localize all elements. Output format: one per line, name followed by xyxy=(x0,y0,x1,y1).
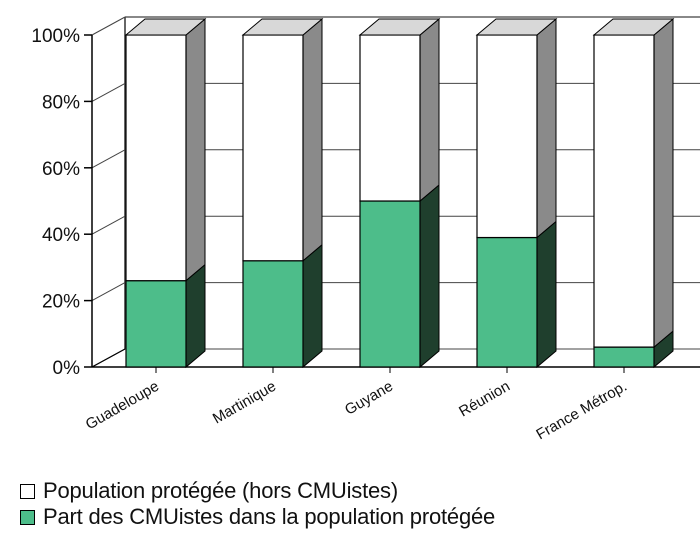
bar-top xyxy=(358,18,441,36)
bar-side xyxy=(653,17,674,349)
y-tick-label: 80% xyxy=(42,92,80,113)
bar-segment xyxy=(125,263,206,369)
gridline-depth xyxy=(91,215,126,235)
bar-segment xyxy=(242,243,323,369)
legend-item-cmu: Part des CMUistes dans la population pro… xyxy=(20,504,495,530)
stacked-3d-bar-chart: 0%20%40%60%80%100% Guadeloupe Martinique G… xyxy=(31,16,700,444)
bar-front xyxy=(359,200,421,368)
bar-front xyxy=(593,346,655,368)
x-tick-label: Réunion xyxy=(456,378,513,421)
gridline-depth xyxy=(91,82,126,102)
legend-swatch-population xyxy=(20,483,35,499)
bar-segment xyxy=(475,17,558,239)
bar-side xyxy=(302,17,323,262)
bar-side xyxy=(185,263,206,369)
bar-front xyxy=(242,260,304,368)
bar-side xyxy=(419,183,440,369)
bar-segment xyxy=(124,17,207,282)
bar-front xyxy=(593,34,655,348)
legend-item-population: Population protégée (hors CMUistes) xyxy=(20,478,495,504)
gridline-depth xyxy=(91,16,126,36)
bar-segment xyxy=(359,183,440,369)
bar-segment xyxy=(241,17,324,262)
x-tick-label: Martinique xyxy=(210,378,279,428)
bar-side xyxy=(536,17,557,239)
y-tick-label: 100% xyxy=(31,26,80,47)
bar-side xyxy=(536,220,557,369)
bar-front xyxy=(125,280,187,368)
y-tick-label: 20% xyxy=(42,292,80,313)
bar-side xyxy=(302,243,323,369)
x-tick-label: France Métrop. xyxy=(533,378,630,444)
legend-label-population: Population protégée (hors CMUistes) xyxy=(43,478,398,503)
bars xyxy=(124,17,675,369)
y-tick-label: 60% xyxy=(42,159,80,180)
bar-front xyxy=(359,34,421,202)
x-axis-labels: Guadeloupe Martinique Guyane Réunion France … xyxy=(83,378,630,444)
bar-front xyxy=(125,34,187,282)
x-tick-label: Guyane xyxy=(342,378,396,419)
bar-front xyxy=(476,236,538,368)
y-axis: 0% 20% 40% 60% 80% 100% xyxy=(31,26,700,379)
gridline-depth xyxy=(91,149,126,169)
bar-front xyxy=(242,34,304,262)
bar-side xyxy=(185,17,206,282)
bar-segment xyxy=(476,220,557,369)
floor-edge xyxy=(91,348,126,368)
x-tick-label: Guadeloupe xyxy=(83,378,162,434)
legend-swatch-cmu xyxy=(20,509,35,525)
bar-top xyxy=(592,18,675,36)
y-tick-label: 40% xyxy=(42,225,80,246)
bar-top xyxy=(124,18,207,36)
bar-front xyxy=(476,34,538,239)
bar-segment xyxy=(592,17,675,349)
y-tick-label: 0% xyxy=(53,358,81,379)
bar-top xyxy=(241,18,324,36)
bar-side xyxy=(419,17,440,203)
legend-label-cmu: Part des CMUistes dans la population pro… xyxy=(43,504,496,529)
legend: Population protégée (hors CMUistes) Part… xyxy=(20,478,495,530)
bar-top xyxy=(475,18,558,36)
gridline-depth xyxy=(91,282,126,302)
bar-segment xyxy=(358,17,441,203)
